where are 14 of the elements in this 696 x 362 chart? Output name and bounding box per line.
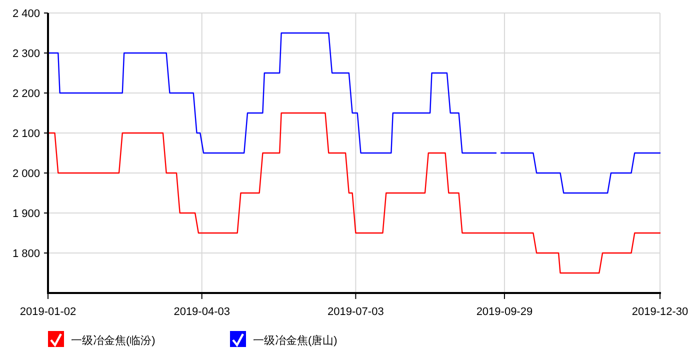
legend-label: 一级冶金焦(临汾) [71,335,156,347]
x-tick-label: 2019-01-02 [20,306,76,318]
legend-label: 一级冶金焦(唐山) [253,334,338,347]
y-tick-label: 1 900 [12,208,40,220]
x-tick-label: 2019-09-29 [476,306,533,318]
y-tick-label: 2 100 [12,128,40,140]
y-tick-label: 1 800 [12,248,40,260]
x-tick-label: 2019-04-03 [174,306,230,318]
x-tick-label: 2019-12-30 [632,306,688,318]
x-tick-label: 2019-07-03 [328,306,384,318]
y-tick-label: 2 400 [12,8,40,20]
y-tick-label: 2 000 [12,168,40,180]
y-tick-label: 2 300 [12,48,40,60]
y-tick-label: 2 200 [12,88,40,100]
